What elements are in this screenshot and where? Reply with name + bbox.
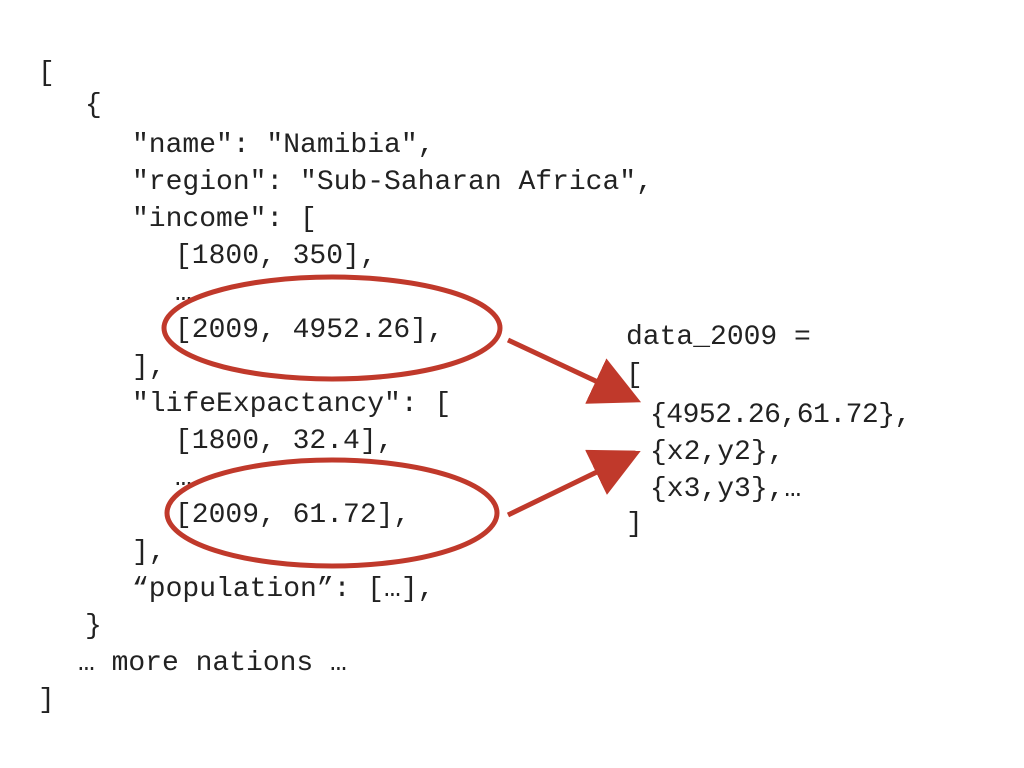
json-more-nations: … more nations … — [78, 648, 347, 679]
json-close-bracket: ] — [38, 685, 55, 716]
json-region-line: "region": "Sub-Saharan Africa", — [132, 167, 653, 198]
json-income-close: ], — [132, 352, 166, 383]
json-object-close-brace: } — [85, 611, 102, 642]
json-income-1800: [1800, 350], — [175, 241, 377, 272]
json-lifeexp-key: "lifeExpactancy": [ — [132, 389, 452, 420]
result-point-3: {x3,y3},… — [650, 474, 802, 505]
json-lifeexp-ellipsis: … — [175, 463, 192, 494]
json-lifeexp-1800: [1800, 32.4], — [175, 426, 394, 457]
lifeexp-arrow — [506, 449, 642, 518]
result-point-2: {x2,y2}, — [650, 437, 785, 468]
result-open-bracket: [ — [626, 360, 643, 391]
json-object-open-brace: { — [85, 90, 102, 121]
result-point-1: {4952.26,61.72}, — [650, 400, 911, 431]
json-lifeexp-2009: [2009, 61.72], — [175, 500, 411, 531]
result-assignment: data_2009 = — [626, 322, 811, 353]
result-close-bracket: ] — [626, 509, 643, 540]
json-population-line: “population”: […], — [132, 574, 435, 605]
income-arrow — [506, 337, 642, 404]
json-lifeexp-close: ], — [132, 537, 166, 568]
json-name-line: "name": "Namibia", — [132, 130, 435, 161]
json-income-2009: [2009, 4952.26], — [175, 315, 444, 346]
json-income-key: "income": [ — [132, 204, 317, 235]
json-open-bracket: [ — [38, 58, 55, 89]
json-income-ellipsis: … — [175, 278, 192, 309]
